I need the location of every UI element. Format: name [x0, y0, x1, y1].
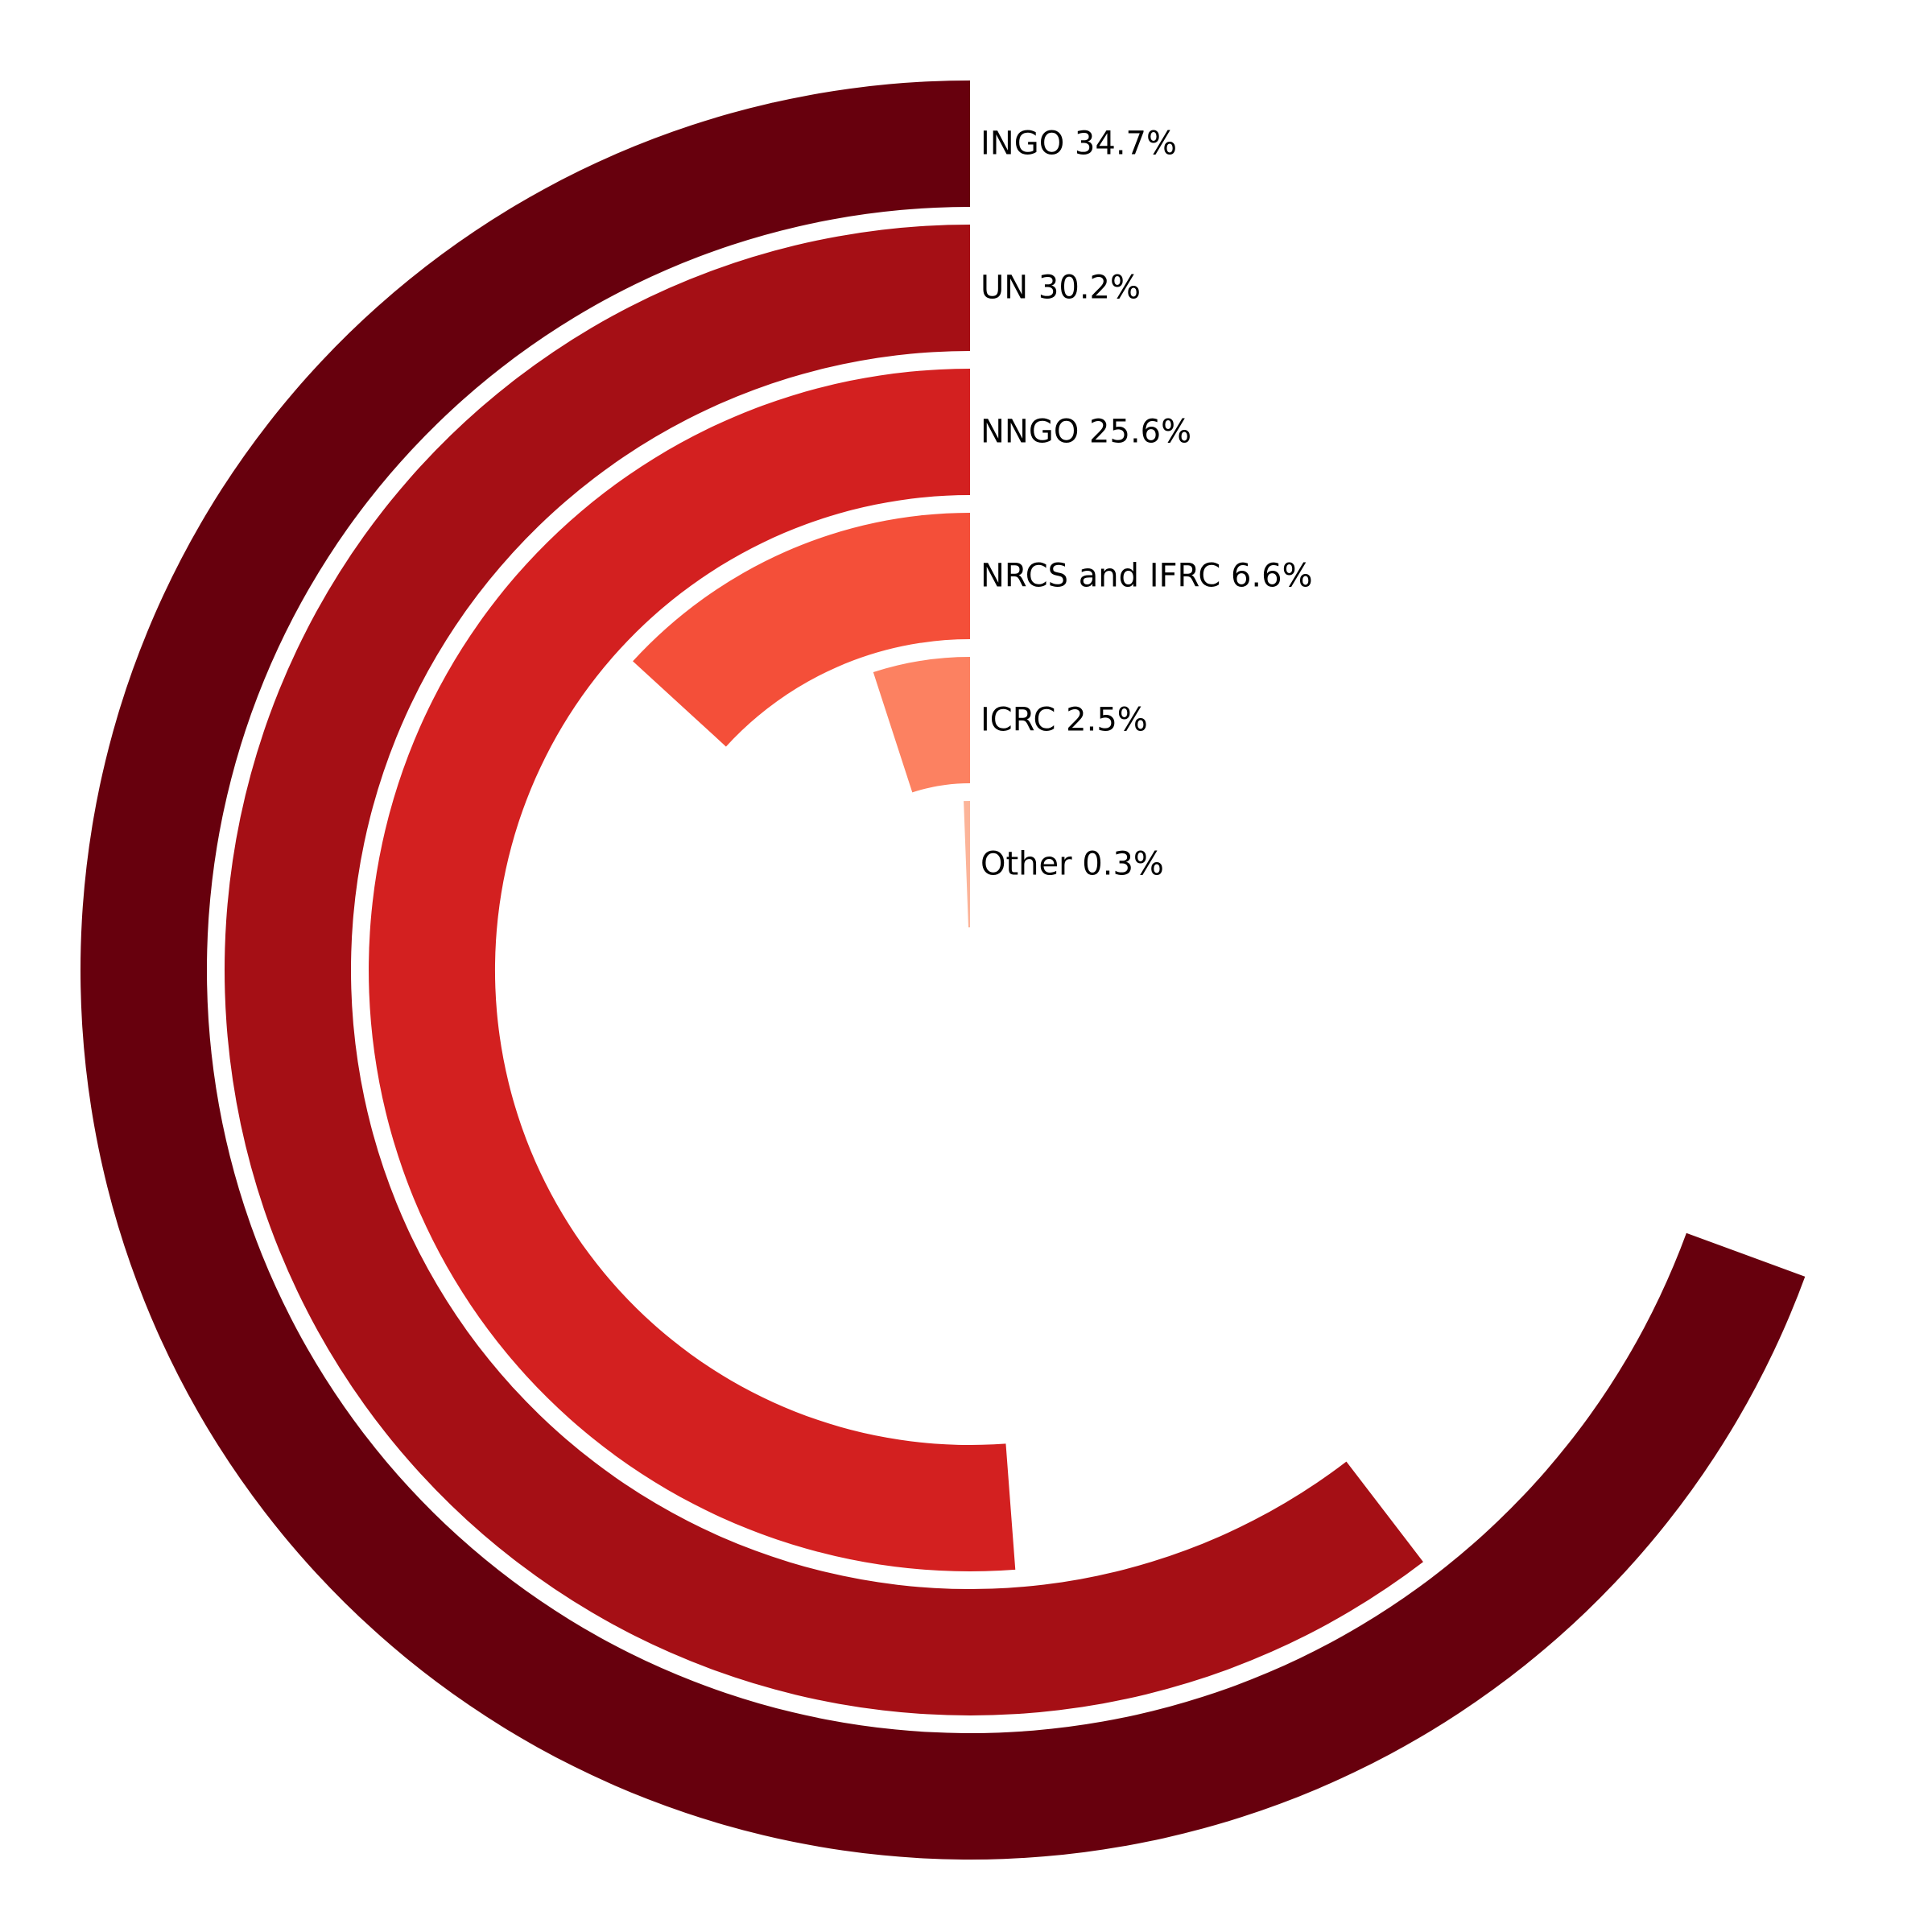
bar-label-un: UN 30.2%: [980, 270, 1141, 307]
bar-other: [964, 801, 970, 928]
bar-label-icrc: ICRC 2.5%: [980, 702, 1148, 739]
bar-label-ingo: INGO 34.7%: [980, 126, 1177, 163]
bar-label-nrcs-and-ifrc: NRCS and IFRC 6.6%: [980, 558, 1313, 595]
bar-label-nngo: NNGO 25.6%: [980, 414, 1191, 451]
bar-label-other: Other 0.3%: [980, 846, 1164, 883]
labels-group: INGO 34.7% UN 30.2% NNGO 25.6% NRCS and IFR…: [980, 126, 1313, 883]
bar-nngo: [369, 369, 1016, 1572]
bars-group: [80, 80, 1806, 1860]
bar-un: [225, 225, 1423, 1715]
bar-nrcs-and-ifrc: [633, 513, 970, 747]
bar-icrc: [873, 657, 970, 793]
